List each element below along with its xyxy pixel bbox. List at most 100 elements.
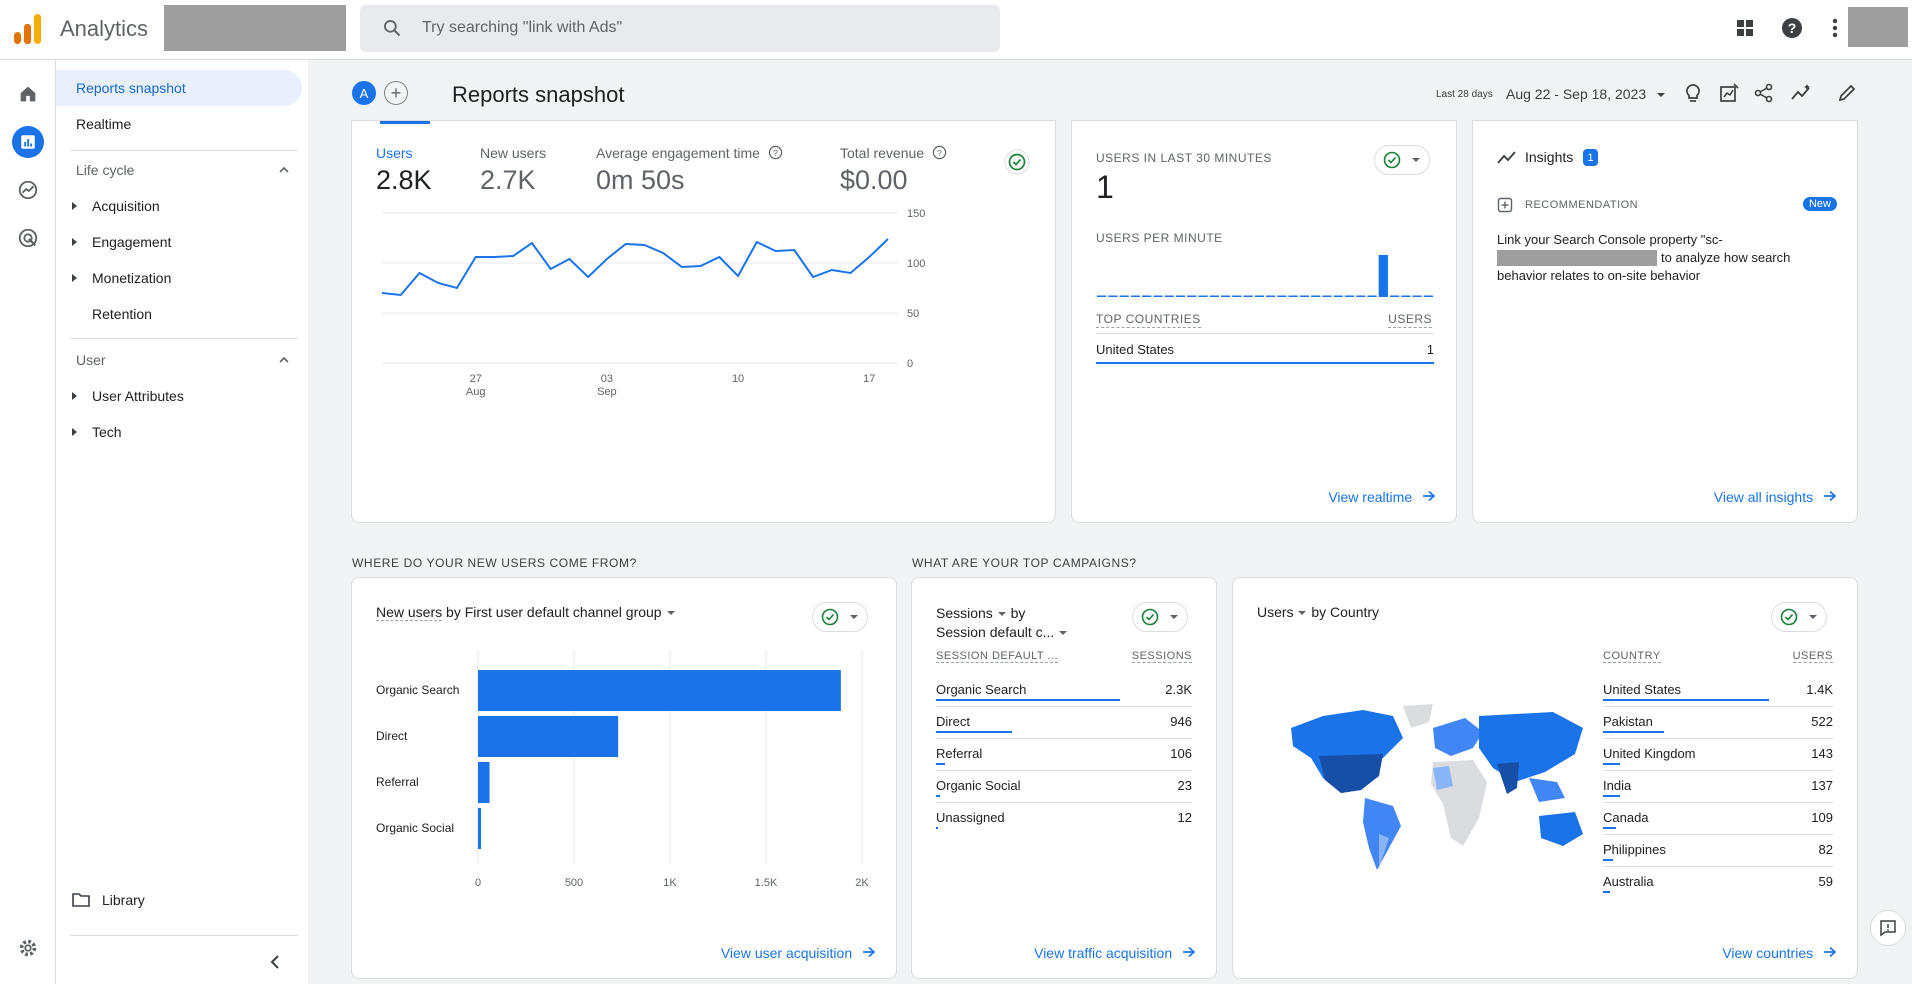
row-value-bar — [936, 763, 946, 765]
acquisition-dimension[interactable]: by First user default channel group — [446, 604, 662, 620]
campaigns-metric[interactable]: Sessions — [936, 605, 993, 621]
table-row: United Kingdom 143 — [1603, 746, 1833, 761]
analytics-logo-icon[interactable] — [14, 14, 42, 44]
help-outline-icon[interactable]: ? — [768, 145, 783, 160]
customize-report-icon[interactable] — [1718, 82, 1740, 104]
recommendation-icon — [1497, 197, 1513, 213]
campaigns-sessions-header[interactable]: SESSIONS — [1131, 650, 1192, 663]
view-traffic-acquisition-label: View traffic acquisition — [1034, 945, 1173, 961]
nav-divider — [70, 935, 298, 936]
nav-library[interactable]: Library — [72, 892, 145, 908]
channel-bar — [478, 670, 841, 711]
nav-group-lifecycle[interactable]: Life cycle — [76, 162, 302, 178]
add-comparison-icon[interactable]: + — [384, 81, 408, 105]
search-bar[interactable] — [360, 5, 1000, 52]
nav-engagement[interactable]: Engagement — [72, 234, 171, 250]
row-label: India — [1603, 778, 1632, 793]
check-circle-icon — [1383, 151, 1401, 169]
edit-pencil-icon[interactable] — [1836, 82, 1858, 104]
view-countries-link[interactable]: View countries — [1722, 945, 1837, 961]
row-value: 59 — [1818, 874, 1833, 889]
realtime-users-header[interactable]: USERS — [1388, 312, 1432, 328]
nav-retention[interactable]: Retention — [92, 306, 152, 322]
help-icon[interactable]: ? — [1779, 15, 1805, 41]
realtime-country-name: United States — [1096, 342, 1175, 357]
dropdown-arrow-icon — [1657, 93, 1665, 97]
account-avatar[interactable] — [1848, 7, 1908, 47]
table-divider — [1096, 333, 1434, 334]
metric-tab-total-revenue[interactable]: Total revenue ? — [840, 145, 947, 161]
acquisition-metric[interactable]: New users — [376, 604, 443, 621]
per-minute-bar — [1198, 295, 1208, 297]
metric-tab-engagement-time[interactable]: Average engagement time ? — [596, 145, 783, 161]
countries-options-menu[interactable] — [1771, 602, 1827, 632]
table-row: India 137 — [1603, 778, 1833, 793]
home-icon[interactable] — [12, 78, 44, 110]
comparison-badge[interactable]: A — [352, 81, 376, 105]
nav-user-attributes[interactable]: User Attributes — [72, 388, 184, 404]
feedback-button[interactable] — [1870, 910, 1906, 946]
metric-tab-new-users[interactable]: New users — [480, 145, 547, 161]
advertising-icon[interactable] — [12, 222, 44, 254]
dropdown-arrow-icon — [1170, 615, 1178, 619]
row-label: Direct — [936, 714, 970, 729]
campaigns-dimension-header[interactable]: SESSION DEFAULT ... — [936, 650, 1059, 663]
reports-icon[interactable] — [12, 126, 44, 158]
expand-arrow-icon — [72, 392, 77, 400]
row-value-bar — [1603, 891, 1610, 893]
arrow-right-icon — [1824, 490, 1837, 502]
view-realtime-link[interactable]: View realtime — [1328, 489, 1436, 505]
campaigns-card-title[interactable]: Sessions by Session default c... — [936, 604, 1068, 642]
row-value-bar — [1603, 859, 1613, 861]
per-minute-bar — [1175, 295, 1186, 297]
explore-icon[interactable] — [12, 174, 44, 206]
share-icon[interactable] — [1753, 82, 1775, 104]
country-header[interactable]: COUNTRY — [1603, 650, 1661, 663]
search-input[interactable] — [422, 13, 982, 43]
lightbulb-icon[interactable] — [1682, 82, 1704, 104]
acquisition-card-title[interactable]: New users by First user default channel … — [376, 604, 676, 621]
dropdown-arrow-icon — [1412, 158, 1420, 162]
world-map — [1291, 704, 1583, 870]
insights-trend-icon[interactable] — [1790, 82, 1812, 104]
country-users-header[interactable]: USERS — [1792, 650, 1833, 663]
chevron-up-icon — [279, 166, 289, 173]
check-circle-icon[interactable] — [1004, 149, 1030, 175]
top-countries-header[interactable]: TOP COUNTRIES — [1096, 312, 1201, 328]
countries-card-title[interactable]: Users by Country — [1257, 604, 1379, 620]
nav-tech[interactable]: Tech — [72, 424, 122, 440]
map-southeast-asia — [1529, 778, 1565, 802]
countries-metric[interactable]: Users — [1257, 604, 1294, 620]
x-tick-month-label: Sep — [597, 386, 617, 398]
campaigns-options-menu[interactable] — [1132, 602, 1188, 632]
row-value-bar — [1603, 763, 1620, 765]
realtime-options-menu[interactable] — [1374, 145, 1430, 175]
apps-grid-icon[interactable] — [1732, 15, 1758, 41]
campaigns-dimension[interactable]: Session default c... — [936, 624, 1055, 640]
x-tick-label: 1K — [663, 877, 677, 889]
acquisition-options-menu[interactable] — [812, 602, 868, 632]
help-outline-icon[interactable]: ? — [932, 145, 947, 160]
metric-tab-users[interactable]: Users — [376, 145, 413, 161]
row-value: 2.3K — [1165, 682, 1192, 697]
admin-settings-icon[interactable] — [12, 932, 44, 964]
account-selector[interactable] — [164, 5, 346, 51]
insight-text[interactable]: Link your Search Console property "sc- t… — [1497, 231, 1837, 285]
more-vert-icon[interactable] — [1822, 15, 1848, 41]
date-range-picker[interactable]: Aug 22 - Sep 18, 2023 — [1506, 86, 1666, 102]
nav-monetization[interactable]: Monetization — [72, 270, 171, 286]
nav-acquisition[interactable]: Acquisition — [72, 198, 160, 214]
nav-user-attributes-label: User Attributes — [92, 388, 184, 404]
table-row: United States 1.4K — [1603, 682, 1833, 697]
collapse-nav-icon[interactable] — [268, 954, 282, 970]
view-user-acquisition-link[interactable]: View user acquisition — [721, 945, 876, 961]
row-value: 522 — [1811, 714, 1833, 729]
nav-reports-snapshot[interactable]: Reports snapshot — [56, 70, 302, 106]
nav-group-user[interactable]: User — [76, 352, 302, 368]
per-minute-bar — [1311, 295, 1321, 297]
nav-realtime[interactable]: Realtime — [76, 116, 132, 132]
recommendation-label: RECOMMENDATION — [1525, 199, 1639, 211]
view-all-insights-link[interactable]: View all insights — [1714, 489, 1837, 505]
view-traffic-acquisition-link[interactable]: View traffic acquisition — [1034, 945, 1196, 961]
